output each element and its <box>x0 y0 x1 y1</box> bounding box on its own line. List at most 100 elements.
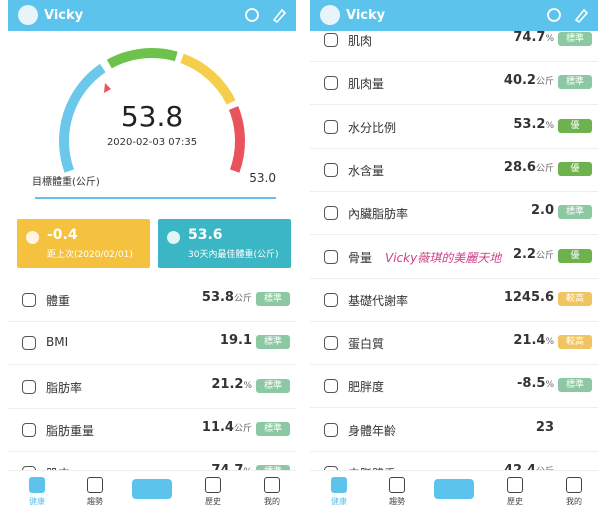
status-badge: 優 <box>558 248 592 263</box>
right-screen: Vicky Vicky薇琪的美麗天地 肌肉 74.7% 標準 肌肉量 40.2公斤 標準水… <box>310 0 598 511</box>
metric-row[interactable]: 脂肪率 21.2% 標準 <box>8 365 296 409</box>
metric-value: 40.2公斤 <box>504 73 554 88</box>
value-unit: % <box>545 337 554 348</box>
nav-item[interactable]: 我的 <box>554 475 594 507</box>
metric-name: 體重 <box>46 294 71 308</box>
target-value: 53.0 <box>249 171 276 185</box>
metric-value: 11.4公斤 <box>202 420 252 435</box>
nav-icon <box>389 477 405 493</box>
value-unit: % <box>243 380 252 391</box>
metric-value: 53.8公斤 <box>202 290 252 305</box>
avatar[interactable] <box>18 5 38 25</box>
header-icons[interactable] <box>236 0 296 30</box>
user-name: Vicky <box>44 8 84 23</box>
metric-name: 蛋白質 <box>348 337 385 352</box>
nav-item[interactable]: 健康 <box>319 475 359 507</box>
value-unit: 公斤 <box>535 250 554 261</box>
metric-icon <box>324 76 338 91</box>
metric-icon <box>22 336 36 351</box>
last-change-card: -0.4 距上次(2020/02/01) <box>17 219 150 268</box>
status-badge: 標準 <box>558 378 592 393</box>
value-unit: 公斤 <box>535 163 554 174</box>
metric-icon <box>324 422 338 437</box>
metric-name: 肌肉 <box>348 34 373 48</box>
value-number: 2.2 <box>512 246 536 262</box>
nav-label: 趨勢 <box>87 497 103 506</box>
bottom-nav: 健康 趨勢 歷史 我的 <box>310 470 598 511</box>
value-number: -8.5 <box>517 376 546 392</box>
nav-label: 健康 <box>331 497 347 506</box>
status-badge: 標準 <box>558 205 592 220</box>
status-badge: 標準 <box>558 75 592 90</box>
card-value: -0.4 <box>47 227 78 243</box>
metric-row[interactable]: 內臟脂肪率 2.0 標準 <box>310 191 598 236</box>
metric-name: 脂肪重量 <box>46 423 95 438</box>
metric-icon <box>324 379 338 394</box>
metric-icon <box>324 336 338 351</box>
nav-item[interactable]: 歷史 <box>495 475 535 507</box>
card-value: 53.6 <box>188 227 223 243</box>
value-number: 11.4 <box>201 419 234 435</box>
nav-item[interactable]: 歷史 <box>193 475 233 507</box>
nav-item[interactable]: 趨勢 <box>75 475 115 507</box>
nav-icon <box>87 477 103 493</box>
nav-label: 趨勢 <box>389 497 405 506</box>
nav-item[interactable]: 我的 <box>252 475 292 507</box>
metric-icon <box>324 162 338 177</box>
gauge-segment <box>59 63 106 173</box>
metric-icon <box>22 422 36 437</box>
nav-icon <box>566 477 582 493</box>
target-slider[interactable] <box>35 197 276 199</box>
metric-name: 內臟脂肪率 <box>348 207 409 222</box>
metric-row[interactable]: 肌肉 74.7% 標準 <box>310 18 598 62</box>
status-badge: 標準 <box>558 32 592 46</box>
value-unit: 公斤 <box>535 77 554 88</box>
metric-name: 骨量 <box>348 250 373 265</box>
metric-icon <box>22 379 36 394</box>
metric-name: 水分比例 <box>348 120 397 135</box>
metric-row[interactable]: BMI 19.1 標準 <box>8 321 296 366</box>
best-weight-card: 53.6 30天內最佳體重(公斤) <box>158 219 291 268</box>
metric-value: 19.1 <box>220 333 252 348</box>
nav-label: 歷史 <box>205 497 221 506</box>
metric-icon <box>324 33 338 47</box>
metric-row[interactable]: 肥胖度 -8.5% 標準 <box>310 364 598 409</box>
status-badge: 優 <box>558 161 592 176</box>
value-unit: % <box>545 380 554 391</box>
metric-value: 74.7% <box>513 30 554 45</box>
value-number: 2.0 <box>530 203 554 219</box>
metric-row[interactable]: 身體年齡 23 <box>310 408 598 452</box>
avatar[interactable] <box>320 5 340 25</box>
nav-item[interactable]: 健康 <box>17 475 57 507</box>
header-icons[interactable] <box>538 0 598 30</box>
scale-button[interactable] <box>132 479 172 499</box>
metric-name: 脂肪率 <box>46 380 83 395</box>
header: Vicky <box>310 0 598 31</box>
nav-icon <box>29 477 45 493</box>
metric-value: 53.2% <box>513 117 554 132</box>
nav-label: 我的 <box>566 497 582 506</box>
value-number: 40.2 <box>503 73 536 89</box>
metric-value: 23 <box>536 420 554 435</box>
metric-name: 肥胖度 <box>348 380 385 395</box>
nav-icon <box>331 477 347 493</box>
metric-row[interactable]: 肌肉量 40.2公斤 標準 <box>310 61 598 106</box>
nav-item[interactable]: 趨勢 <box>377 475 417 507</box>
metric-row[interactable]: 骨量 2.2公斤優 <box>310 235 598 279</box>
metric-name: 肌肉量 <box>348 77 385 92</box>
status-badge: 標準 <box>256 292 290 306</box>
metric-row[interactable]: 蛋白質 21.4% 較高 <box>310 321 598 366</box>
metric-row[interactable]: 體重 53.8公斤 標準 <box>8 278 296 322</box>
metric-icon <box>22 293 36 307</box>
scale-button[interactable] <box>434 479 474 499</box>
value-number: 19.1 <box>219 333 252 349</box>
metric-row[interactable]: 基礎代謝率 1245.6 較高 <box>310 278 598 322</box>
metric-row[interactable]: 水含量 28.6公斤優 <box>310 148 598 192</box>
metric-row[interactable]: 水分比例 53.2% 優 <box>310 105 598 149</box>
gauge <box>59 48 245 173</box>
metric-row[interactable]: 脂肪重量 11.4公斤 標準 <box>8 408 296 452</box>
value-number: 74.7 <box>513 30 546 45</box>
metric-name: 水含量 <box>348 163 385 178</box>
value-number: 1245.6 <box>503 289 554 305</box>
value-number: 23 <box>535 419 554 435</box>
